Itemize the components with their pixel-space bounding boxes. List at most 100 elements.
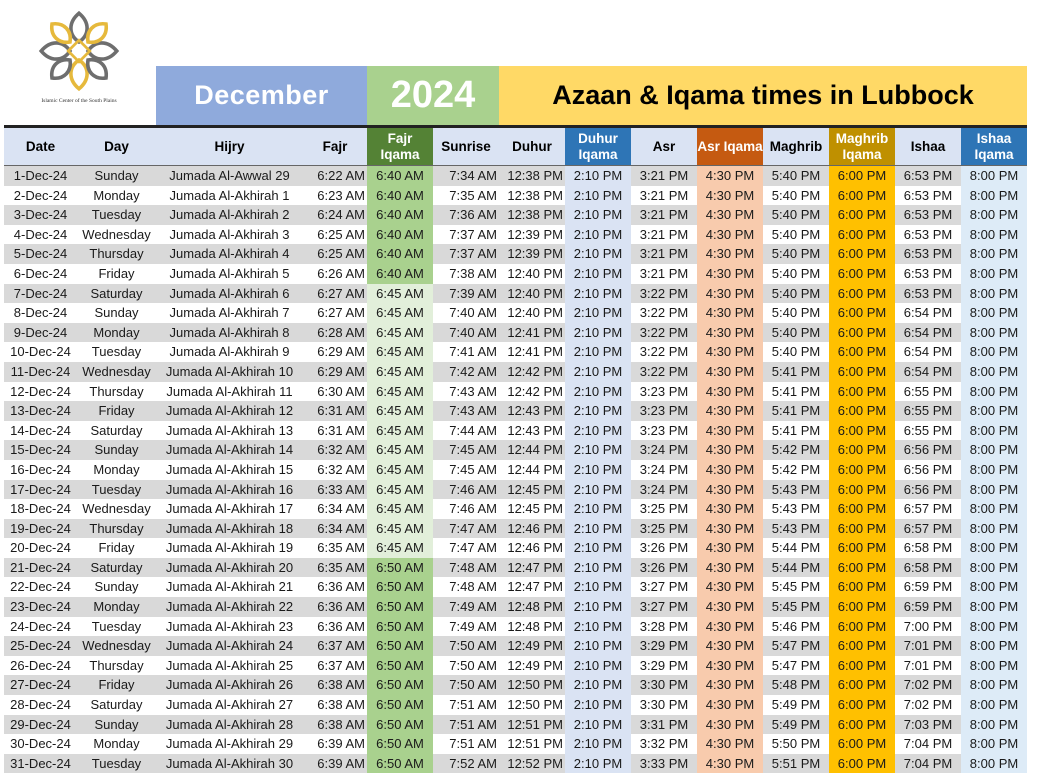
cell-maghrib: 5:40 PM (763, 205, 829, 225)
cell-fajr: 6:38 AM (303, 714, 367, 735)
table-row: 4-Dec-24 Wednesday Jumada Al-Akhirah 3 6:25… (4, 224, 1027, 245)
table-row: 12-Dec-24 Thursday Jumada Al-Akhirah 11 6:3… (4, 381, 1027, 402)
cell-maghrib-iqama: 6:00 PM (829, 322, 895, 343)
cell-asr: 3:21 PM (631, 165, 697, 186)
cell-maghrib-iqama: 6:00 PM (829, 459, 895, 480)
cell-ishaa: 6:54 PM (895, 322, 961, 343)
cell-ishaa: 6:55 PM (895, 381, 961, 402)
cell-asr-iqama: 4:30 PM (697, 322, 763, 343)
cell-fajr: 6:35 AM (303, 538, 367, 558)
cell-maghrib-iqama: 6:00 PM (829, 538, 895, 558)
cell-day: Thursday (77, 518, 156, 539)
cell-date: 26-Dec-24 (4, 655, 77, 676)
table-row: 20-Dec-24 Friday Jumada Al-Akhirah 19 6:35 … (4, 538, 1027, 558)
cell-date: 6-Dec-24 (4, 263, 77, 284)
cell-day: Tuesday (77, 205, 156, 225)
cell-ishaa-iqama: 8:00 PM (961, 655, 1027, 676)
cell-duhur: 12:49 PM (499, 655, 565, 676)
cell-ishaa: 6:53 PM (895, 185, 961, 206)
header-duhur-iqama: Duhur Iqama (565, 125, 631, 166)
cell-date: 3-Dec-24 (4, 205, 77, 225)
cell-hijry: Jumada Al-Akhirah 25 (156, 655, 303, 676)
cell-hijry: Jumada Al-Akhirah 19 (156, 538, 303, 558)
cell-fajr: 6:33 AM (303, 479, 367, 500)
cell-duhur: 12:46 PM (499, 518, 565, 539)
cell-fajr: 6:26 AM (303, 263, 367, 284)
cell-duhur-iqama: 2:10 PM (565, 401, 631, 421)
table-row: 5-Dec-24 Thursday Jumada Al-Akhirah 4 6:25 … (4, 244, 1027, 264)
cell-hijry: Jumada Al-Akhirah 5 (156, 263, 303, 284)
cell-duhur-iqama: 2:10 PM (565, 165, 631, 186)
cell-day: Wednesday (77, 361, 156, 382)
logo-caption: Islamic Center of the South Plains (41, 98, 117, 104)
cell-asr-iqama: 4:30 PM (697, 420, 763, 441)
cell-date: 13-Dec-24 (4, 401, 77, 421)
cell-maghrib: 5:43 PM (763, 499, 829, 519)
cell-ishaa-iqama: 8:00 PM (961, 695, 1027, 715)
cell-day: Saturday (77, 557, 156, 578)
cell-fajr-iqama: 6:45 AM (367, 361, 433, 382)
cell-ishaa: 6:54 PM (895, 303, 961, 323)
cell-maghrib-iqama: 6:00 PM (829, 557, 895, 578)
cell-fajr-iqama: 6:45 AM (367, 342, 433, 362)
cell-maghrib: 5:40 PM (763, 224, 829, 245)
cell-fajr: 6:23 AM (303, 185, 367, 206)
cell-duhur-iqama: 2:10 PM (565, 557, 631, 578)
cell-maghrib: 5:40 PM (763, 283, 829, 304)
cell-duhur-iqama: 2:10 PM (565, 263, 631, 284)
cell-fajr: 6:27 AM (303, 283, 367, 304)
cell-asr: 3:24 PM (631, 440, 697, 460)
cell-hijry: Jumada Al-Awwal 29 (156, 165, 303, 186)
table-row: 1-Dec-24 Sunday Jumada Al-Awwal 29 6:22 AM 6… (4, 165, 1027, 186)
cell-ishaa: 6:53 PM (895, 224, 961, 245)
cell-maghrib-iqama: 6:00 PM (829, 381, 895, 402)
cell-maghrib: 5:45 PM (763, 577, 829, 598)
cell-fajr: 6:39 AM (303, 753, 367, 774)
cell-duhur: 12:44 PM (499, 440, 565, 460)
cell-sunrise: 7:45 AM (433, 459, 499, 480)
cell-fajr-iqama: 6:45 AM (367, 401, 433, 421)
cell-fajr-iqama: 6:45 AM (367, 538, 433, 558)
cell-duhur-iqama: 2:10 PM (565, 185, 631, 206)
year-banner: 2024 (367, 66, 499, 125)
cell-hijry: Jumada Al-Akhirah 7 (156, 303, 303, 323)
cell-ishaa-iqama: 8:00 PM (961, 342, 1027, 362)
cell-hijry: Jumada Al-Akhirah 8 (156, 322, 303, 343)
cell-duhur-iqama: 2:10 PM (565, 675, 631, 696)
cell-duhur-iqama: 2:10 PM (565, 538, 631, 558)
header-hijry: Hijry (156, 125, 303, 166)
cell-fajr-iqama: 6:50 AM (367, 655, 433, 676)
header-fajr: Fajr (303, 125, 367, 166)
cell-ishaa-iqama: 8:00 PM (961, 479, 1027, 500)
cell-hijry: Jumada Al-Akhirah 30 (156, 753, 303, 774)
cell-duhur-iqama: 2:10 PM (565, 479, 631, 500)
cell-day: Wednesday (77, 224, 156, 245)
cell-duhur: 12:40 PM (499, 263, 565, 284)
cell-ishaa: 6:53 PM (895, 263, 961, 284)
cell-ishaa-iqama: 8:00 PM (961, 440, 1027, 460)
cell-duhur-iqama: 2:10 PM (565, 636, 631, 656)
cell-day: Monday (77, 734, 156, 754)
cell-hijry: Jumada Al-Akhirah 28 (156, 714, 303, 735)
cell-maghrib: 5:47 PM (763, 655, 829, 676)
cell-fajr-iqama: 6:45 AM (367, 420, 433, 441)
cell-ishaa: 6:53 PM (895, 165, 961, 186)
cell-fajr: 6:25 AM (303, 224, 367, 245)
cell-fajr: 6:29 AM (303, 342, 367, 362)
cell-asr-iqama: 4:30 PM (697, 675, 763, 696)
cell-hijry: Jumada Al-Akhirah 14 (156, 440, 303, 460)
cell-ishaa-iqama: 8:00 PM (961, 538, 1027, 558)
cell-sunrise: 7:46 AM (433, 499, 499, 519)
cell-asr-iqama: 4:30 PM (697, 440, 763, 460)
cell-sunrise: 7:43 AM (433, 401, 499, 421)
cell-maghrib-iqama: 6:00 PM (829, 695, 895, 715)
cell-fajr: 6:29 AM (303, 361, 367, 382)
cell-hijry: Jumada Al-Akhirah 27 (156, 695, 303, 715)
cell-duhur-iqama: 2:10 PM (565, 361, 631, 382)
cell-maghrib-iqama: 6:00 PM (829, 401, 895, 421)
cell-day: Thursday (77, 655, 156, 676)
cell-fajr-iqama: 6:40 AM (367, 205, 433, 225)
cell-asr-iqama: 4:30 PM (697, 224, 763, 245)
table-row: 2-Dec-24 Monday Jumada Al-Akhirah 1 6:23 AM… (4, 185, 1027, 206)
cell-duhur: 12:40 PM (499, 283, 565, 304)
